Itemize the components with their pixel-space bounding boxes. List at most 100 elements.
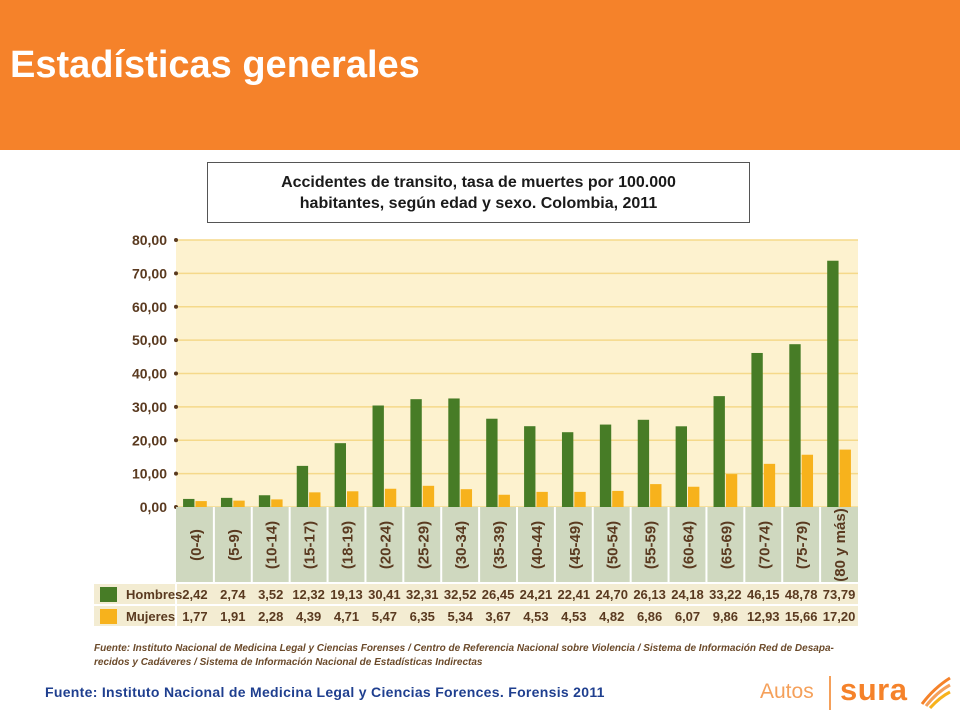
y-tick-label: 10,00 bbox=[132, 466, 167, 482]
data-label-mujeres: 4,53 bbox=[561, 609, 586, 624]
bar-mujeres bbox=[536, 491, 548, 507]
bar-hombres bbox=[296, 465, 309, 507]
footer-source: Fuente: Instituto Nacional de Medicina L… bbox=[45, 684, 605, 700]
data-label-hombres: 22,41 bbox=[558, 587, 591, 602]
legend-swatch-mujeres bbox=[100, 609, 117, 624]
data-label-hombres: 2,74 bbox=[220, 587, 246, 602]
data-label-hombres: 33,22 bbox=[709, 587, 742, 602]
category-label: (25-29) bbox=[415, 521, 432, 569]
y-tick-label: 40,00 bbox=[132, 366, 167, 382]
header-bar: Estadísticas generales bbox=[0, 0, 960, 150]
category-label: (45-49) bbox=[567, 521, 584, 569]
category-label: (10-14) bbox=[264, 521, 281, 569]
bar-mujeres bbox=[688, 486, 700, 507]
category-label: (65-69) bbox=[718, 521, 735, 569]
bar-hombres bbox=[410, 399, 422, 507]
category-label: (40-44) bbox=[529, 521, 546, 569]
bar-mujeres bbox=[725, 474, 738, 507]
chart-title-box: Accidentes de transito, tasa de muertes … bbox=[207, 162, 750, 223]
bar-mujeres bbox=[384, 488, 397, 507]
data-label-hombres: 2,42 bbox=[182, 587, 207, 602]
bar-mujeres bbox=[233, 500, 245, 507]
y-tick-label: 50,00 bbox=[132, 332, 167, 348]
bar-hombres bbox=[561, 432, 574, 507]
data-label-hombres: 32,52 bbox=[444, 587, 477, 602]
y-tick-dot bbox=[174, 404, 178, 409]
y-tick-label: 20,00 bbox=[132, 432, 167, 448]
bar-mujeres bbox=[574, 491, 586, 507]
data-label-mujeres: 6,35 bbox=[410, 609, 435, 624]
page-title: Estadísticas generales bbox=[10, 44, 420, 86]
category-label: (35-39) bbox=[491, 521, 508, 569]
bar-hombres bbox=[675, 426, 687, 507]
data-label-hombres: 48,78 bbox=[785, 587, 818, 602]
bar-hombres bbox=[334, 443, 346, 507]
category-label: (80 y más) bbox=[832, 508, 849, 581]
data-label-hombres: 3,52 bbox=[258, 587, 283, 602]
data-label-mujeres: 3,67 bbox=[485, 609, 510, 624]
bar-hombres bbox=[220, 497, 233, 507]
data-label-hombres: 32,31 bbox=[406, 587, 439, 602]
data-label-mujeres: 4,71 bbox=[334, 609, 359, 624]
category-label: (18-19) bbox=[340, 521, 357, 569]
data-label-hombres: 24,18 bbox=[671, 587, 704, 602]
y-tick-label: 70,00 bbox=[132, 265, 167, 281]
brand-logo: Autos sura bbox=[760, 672, 955, 716]
category-label: (20-24) bbox=[377, 521, 394, 569]
brand-autos-label: Autos bbox=[760, 680, 814, 703]
data-label-mujeres: 1,91 bbox=[220, 609, 245, 624]
y-tick-dot bbox=[174, 438, 178, 443]
bar-hombres bbox=[789, 344, 801, 507]
data-label-mujeres: 12,93 bbox=[747, 609, 780, 624]
data-label-hombres: 12,32 bbox=[292, 587, 325, 602]
bar-mujeres bbox=[801, 454, 814, 507]
bar-mujeres bbox=[422, 485, 435, 507]
bar-mujeres bbox=[309, 492, 321, 507]
data-label-hombres: 24,70 bbox=[595, 587, 628, 602]
bar-hombres bbox=[258, 495, 271, 507]
y-tick-label: 80,00 bbox=[132, 232, 167, 248]
data-label-hombres: 24,21 bbox=[520, 587, 553, 602]
category-label: (55-59) bbox=[643, 521, 660, 569]
data-label-mujeres: 4,82 bbox=[599, 609, 624, 624]
bar-hombres bbox=[486, 418, 498, 507]
category-label: (50-54) bbox=[605, 521, 622, 569]
y-tick-dot bbox=[174, 238, 178, 242]
brand-separator bbox=[829, 676, 831, 710]
data-label-hombres: 46,15 bbox=[747, 587, 780, 602]
data-label-mujeres: 6,07 bbox=[675, 609, 700, 624]
bar-hombres bbox=[827, 260, 839, 507]
data-label-hombres: 26,45 bbox=[482, 587, 515, 602]
data-label-hombres: 73,79 bbox=[823, 587, 856, 602]
category-label: (5-9) bbox=[226, 529, 243, 561]
bar-mujeres bbox=[839, 449, 851, 507]
data-label-mujeres: 17,20 bbox=[823, 609, 856, 624]
category-label: (0-4) bbox=[188, 529, 205, 561]
data-label-mujeres: 2,28 bbox=[258, 609, 283, 624]
data-label-mujeres: 4,39 bbox=[296, 609, 321, 624]
y-tick-label: 60,00 bbox=[132, 299, 167, 315]
y-tick-dot bbox=[174, 271, 178, 276]
y-tick-label: 0,00 bbox=[140, 499, 167, 515]
data-label-mujeres: 1,77 bbox=[182, 609, 207, 624]
bar-mujeres bbox=[460, 489, 473, 507]
bar-hombres bbox=[183, 498, 195, 507]
legend-label-hombres: Hombres bbox=[126, 587, 182, 602]
bar-mujeres bbox=[498, 494, 510, 507]
bar-mujeres bbox=[763, 463, 776, 507]
data-label-hombres: 26,13 bbox=[633, 587, 666, 602]
data-label-hombres: 19,13 bbox=[330, 587, 363, 602]
y-tick-dot bbox=[174, 304, 178, 309]
data-label-hombres: 30,41 bbox=[368, 587, 401, 602]
category-label: (30-34) bbox=[453, 521, 470, 569]
bar-hombres bbox=[372, 405, 384, 507]
category-label: (70-74) bbox=[756, 521, 773, 569]
y-tick-dot bbox=[174, 371, 178, 376]
chart-title-line-2: habitantes, según edad y sexo. Colombia,… bbox=[299, 194, 658, 212]
chart-source-note: recidos y Cadáveres / Sistema de Informa… bbox=[94, 657, 483, 668]
y-tick-label: 30,00 bbox=[132, 399, 167, 415]
data-label-mujeres: 5,34 bbox=[448, 609, 474, 624]
y-tick-dot bbox=[174, 338, 178, 343]
legend-label-mujeres: Mujeres bbox=[126, 609, 175, 624]
